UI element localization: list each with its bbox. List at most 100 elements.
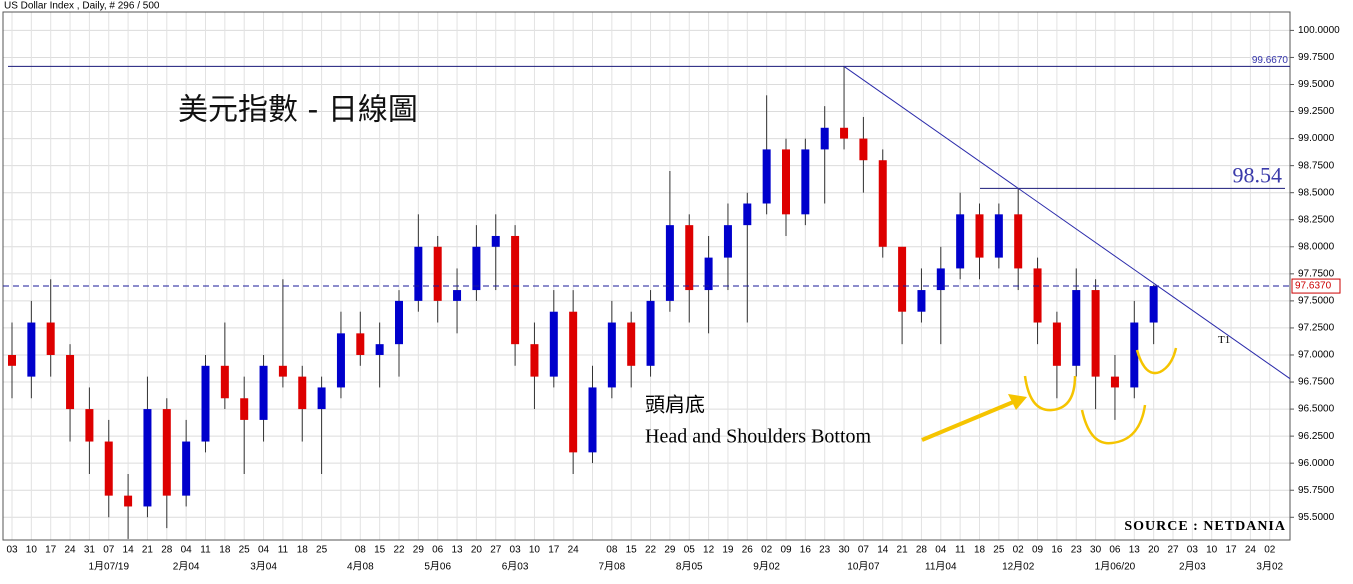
x-tick-label: 27 xyxy=(490,545,502,556)
x-tick-label: 13 xyxy=(1129,545,1141,556)
x-tick-label: 03 xyxy=(6,545,18,556)
candle-body xyxy=(162,409,171,496)
candle-body xyxy=(878,160,887,247)
line-label: 98.54 xyxy=(1233,162,1283,187)
shoulder-curve xyxy=(1135,347,1178,375)
candle-body xyxy=(104,441,113,496)
x-tick-label: 23 xyxy=(819,545,831,556)
month-label: 6月03 xyxy=(502,561,529,573)
candle-body xyxy=(201,365,210,442)
candle-body xyxy=(356,333,365,355)
chart-title: 美元指數 - 日線圖 xyxy=(178,93,418,128)
y-tick-label: 99.0000 xyxy=(1298,133,1335,144)
x-tick-label: 12 xyxy=(703,545,715,556)
x-tick-label: 11 xyxy=(278,545,289,556)
candle-body xyxy=(240,398,249,420)
y-tick-label: 99.7500 xyxy=(1298,52,1335,63)
x-tick-label: 10 xyxy=(26,545,38,556)
x-tick-label: 25 xyxy=(316,545,328,556)
x-tick-label: 11 xyxy=(955,545,966,556)
x-tick-label: 23 xyxy=(1071,545,1083,556)
y-tick-label: 100.0000 xyxy=(1298,25,1340,36)
y-tick-label: 98.7500 xyxy=(1298,160,1335,171)
candle-body xyxy=(27,322,36,377)
x-tick-label: 07 xyxy=(103,545,115,556)
y-tick-label: 98.0000 xyxy=(1298,241,1335,252)
x-tick-label: 16 xyxy=(800,545,812,556)
trendline xyxy=(843,66,1291,380)
x-tick-label: 14 xyxy=(877,545,889,556)
x-tick-label: 21 xyxy=(897,545,909,556)
candle-body xyxy=(530,344,539,377)
candle-body xyxy=(646,300,655,366)
x-tick-label: 18 xyxy=(219,545,231,556)
price-box-label: 97.6370 xyxy=(1295,281,1332,292)
candle-body xyxy=(607,322,616,388)
candle-body xyxy=(220,365,229,399)
month-label: 9月02 xyxy=(753,561,780,573)
annotation: 頭肩底 xyxy=(645,393,705,417)
y-tick-label: 97.0000 xyxy=(1298,350,1335,361)
x-tick-label: 24 xyxy=(568,545,580,556)
chart-header: US Dollar Index , Daily, # 296 / 500 xyxy=(4,1,160,12)
candle-body xyxy=(1033,268,1042,323)
price-box xyxy=(1291,278,1341,294)
y-tick-label: 97.5000 xyxy=(1298,296,1335,307)
candle-body xyxy=(511,235,520,345)
candle-body xyxy=(1091,290,1100,377)
candle-body xyxy=(917,290,926,312)
month-label: 5月06 xyxy=(424,561,451,573)
candle-body xyxy=(298,376,307,410)
candle-body xyxy=(1130,322,1139,388)
candle-body xyxy=(317,387,326,410)
x-tick-label: 15 xyxy=(626,545,638,556)
y-tick-label: 96.5000 xyxy=(1298,404,1335,415)
candle-body xyxy=(588,387,597,453)
x-tick-label: 28 xyxy=(161,545,173,556)
month-label: 11月04 xyxy=(925,561,957,573)
candle-body xyxy=(8,354,16,366)
head-curve xyxy=(1080,404,1147,445)
y-tick-label: 99.5000 xyxy=(1298,79,1335,90)
candle-body xyxy=(975,214,984,258)
x-tick-label: 09 xyxy=(780,545,792,556)
candle-body xyxy=(1014,214,1023,269)
x-tick-label: 04 xyxy=(258,545,270,556)
month-label: 12月02 xyxy=(1002,561,1035,573)
month-label: 3月04 xyxy=(250,561,277,573)
line-label: 99.6670 xyxy=(1252,55,1289,66)
candle-body xyxy=(840,127,849,139)
candle-body xyxy=(85,409,94,442)
candle-body xyxy=(414,246,423,301)
month-label: 3月02 xyxy=(1256,561,1283,573)
candle-body xyxy=(665,225,674,301)
x-tick-label: 20 xyxy=(471,545,483,556)
candle-body xyxy=(66,354,75,410)
x-tick-label: 05 xyxy=(684,545,696,556)
month-label: 8月05 xyxy=(676,561,703,573)
candle-body xyxy=(46,322,55,355)
candle-body xyxy=(259,365,268,420)
x-tick-label: 06 xyxy=(432,545,444,556)
x-tick-label: 03 xyxy=(1187,545,1199,556)
marks xyxy=(8,66,1158,539)
x-tick-label: 26 xyxy=(742,545,754,556)
x-tick-label: 07 xyxy=(858,545,870,556)
y-tick-label: 96.0000 xyxy=(1298,458,1335,469)
x-tick-label: 02 xyxy=(761,545,773,556)
month-label: 4月08 xyxy=(347,561,374,573)
y-tick-label: 97.2500 xyxy=(1298,323,1335,334)
month-label: 2月04 xyxy=(173,561,200,573)
y-tick-label: 95.5000 xyxy=(1298,512,1335,523)
candle-body xyxy=(820,127,829,150)
candle-body xyxy=(1149,286,1158,323)
x-tick-label: 04 xyxy=(181,545,193,556)
y-tick-label: 96.7500 xyxy=(1298,377,1335,388)
candle-body xyxy=(685,225,694,291)
x-tick-label: 17 xyxy=(548,545,560,556)
candle-body xyxy=(782,149,790,215)
x-tick-label: 24 xyxy=(64,545,76,556)
candle-body xyxy=(453,290,462,301)
candle-body xyxy=(859,138,868,161)
arrow-head xyxy=(1008,394,1027,410)
